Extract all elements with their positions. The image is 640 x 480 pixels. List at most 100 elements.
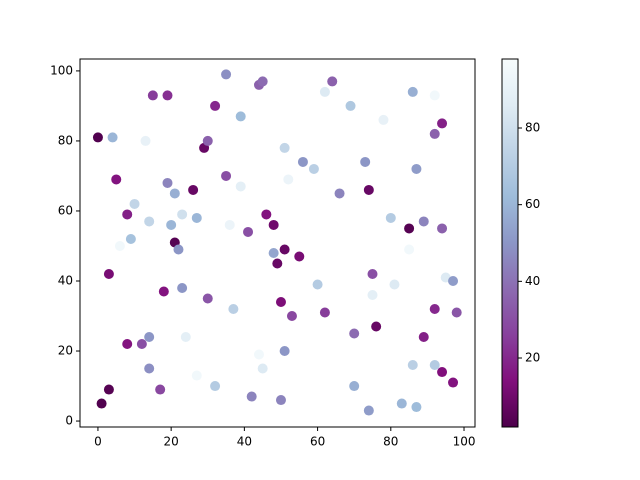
scatter-point [294,251,305,262]
scatter-point [177,209,188,220]
scatter-point [429,360,440,371]
scatter-point [275,296,286,307]
scatter-point [140,135,151,146]
scatter-point [367,289,378,300]
scatter-point [385,212,396,223]
x-tick-label: 40 [237,435,252,449]
scatter-point [243,226,254,237]
colorbar-tick-label: 80 [525,121,540,135]
scatter-point [429,128,440,139]
y-tick-label: 100 [50,63,73,77]
scatter-point [297,156,308,167]
colorbar-tick-label: 20 [525,351,540,365]
scatter-point [254,349,265,360]
scatter-point [246,391,257,402]
scatter-point [279,346,290,357]
scatter-point [418,332,429,343]
scatter-point [268,247,279,258]
colorbar [501,58,519,428]
scatter-point [191,370,202,381]
scatter-point [129,198,140,209]
colorbar-tick-label: 60 [525,197,540,211]
scatter-point [371,321,382,332]
scatter-point [319,307,330,318]
scatter-point [173,244,184,255]
scatter-point [210,381,221,392]
scatter-point [272,258,283,269]
scatter-point [114,240,125,251]
scatter-point [275,395,286,406]
scatter-point [111,174,122,185]
scatter-point [191,212,202,223]
y-tick-label: 80 [58,133,73,147]
scatter-point [378,114,389,125]
scatter-point [103,268,114,279]
scatter-point [155,384,166,395]
scatter-point [389,279,400,290]
scatter-point [162,90,173,101]
scatter-point [107,132,118,143]
y-tick-label: 20 [58,344,73,358]
scatter-point [144,363,155,374]
y-tick-label: 60 [58,203,73,217]
scatter-point [312,279,323,290]
scatter-point [221,170,232,181]
y-tick-label: 40 [58,273,73,287]
scatter-point [235,111,246,122]
scatter-point [210,100,221,111]
scatter-point [122,339,133,350]
x-tick-label: 80 [383,435,398,449]
scatter-point [122,209,133,220]
y-tick-label: 0 [65,414,73,428]
scatter-point [268,219,279,230]
scatter-point [349,328,360,339]
scatter-point [224,219,235,230]
scatter-point [363,184,374,195]
scatter-point [396,398,407,409]
scatter-point [125,233,136,244]
scatter-point [257,76,268,87]
scatter-point [345,100,356,111]
scatter-point [261,209,272,220]
scatter-point [144,216,155,227]
scatter-point [363,405,374,416]
x-tick-label: 60 [310,435,325,449]
scatter-point [202,135,213,146]
x-tick-label: 0 [94,435,102,449]
scatter-point [235,181,246,192]
colorbar-tick-label: 40 [525,274,540,288]
scatter-point [411,163,422,174]
scatter-point [429,90,440,101]
scatter-point [437,223,448,234]
scatter-point [188,184,199,195]
scatter-point [407,86,418,97]
scatter-point [404,223,415,234]
scatter-point [202,293,213,304]
scatter-point [279,142,290,153]
scatter-point [158,286,169,297]
scatter-point [221,69,232,80]
scatter-point [103,384,114,395]
scatter-point [144,332,155,343]
scatter-point [136,339,147,350]
scatter-point [437,367,448,378]
scatter-point [367,268,378,279]
scatter-point [228,304,239,315]
scatter-point [180,332,191,343]
scatter-point [418,216,429,227]
scatter-point [319,86,330,97]
scatter-point [308,163,319,174]
scatter-point [177,282,188,293]
scatter-point [451,307,462,318]
scatter-point [169,188,180,199]
scatter-point [360,156,371,167]
scatter-point [92,132,103,143]
plot-area [79,58,476,428]
scatter-point [286,311,297,322]
scatter-point [349,381,360,392]
scatter-point [429,304,440,315]
scatter-point [437,118,448,129]
scatter-point [283,174,294,185]
scatter-point [334,188,345,199]
